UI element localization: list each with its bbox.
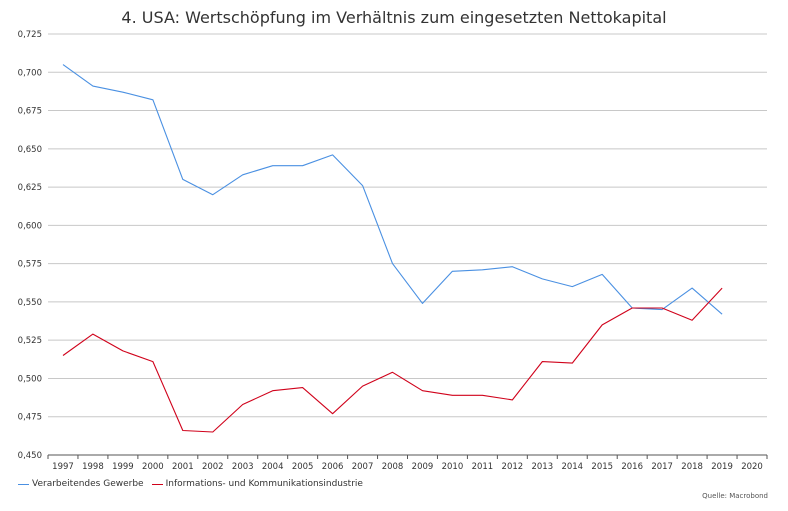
x-tick-label: 2013 — [531, 462, 553, 472]
y-tick-label: 0,600 — [18, 221, 42, 231]
legend-label-ict: Informations- und Kommunikationsindustri… — [165, 479, 363, 489]
y-tick-label: 0,450 — [18, 451, 42, 461]
legend: Verarbeitendes Gewerbe Informations- und… — [18, 479, 363, 489]
source-note: Quelle: Macrobond — [702, 492, 768, 500]
x-tick-label: 2019 — [711, 462, 733, 472]
x-tick-label: 2011 — [472, 462, 494, 472]
x-tick-label: 2007 — [352, 462, 374, 472]
gridlines — [48, 33, 767, 418]
legend-item-manufacturing: Verarbeitendes Gewerbe — [18, 479, 144, 489]
y-tick-label: 0,625 — [18, 183, 42, 193]
x-tick-label: 2010 — [442, 462, 464, 472]
y-tick-label: 0,575 — [18, 260, 42, 270]
y-tick-labels: 0,450 0,475 0,500 0,525 0,550 0,575 0,600 0,625… — [18, 30, 42, 461]
x-tick-label: 2017 — [651, 462, 673, 472]
x-tick-label: 2000 — [142, 462, 164, 472]
series-line-1 — [62, 287, 723, 433]
x-tick-label: 1998 — [82, 462, 104, 472]
x-tick-label: 2015 — [591, 462, 613, 472]
y-tick-label: 0,675 — [18, 107, 42, 117]
chart-title: 4. USA: Wertschöpfung im Verhältnis zum … — [121, 8, 667, 27]
legend-swatch-ict — [151, 483, 163, 485]
y-tick-label: 0,700 — [18, 68, 42, 78]
axes — [47, 454, 768, 459]
legend-swatch-manufacturing — [18, 483, 29, 485]
series-line-0 — [62, 64, 723, 315]
x-tick-label: 2002 — [202, 462, 224, 472]
x-tick-label: 2001 — [172, 462, 194, 472]
x-tick-label: 1999 — [112, 462, 134, 472]
x-tick-label: 2008 — [382, 462, 404, 472]
series-lines — [62, 63, 723, 433]
legend-item-ict: Informations- und Kommunikationsindustri… — [151, 479, 363, 489]
x-tick-label: 2005 — [292, 462, 314, 472]
x-tick-label: 2012 — [502, 462, 524, 472]
x-tick-label: 2020 — [741, 462, 763, 472]
x-tick-label: 1997 — [52, 462, 74, 472]
x-tick-label: 2014 — [561, 462, 583, 472]
y-tick-label: 0,550 — [18, 298, 42, 308]
y-tick-label: 0,725 — [18, 30, 42, 40]
y-tick-label: 0,475 — [18, 413, 42, 423]
series-points-0 — [62, 63, 723, 315]
y-tick-label: 0,500 — [18, 374, 42, 384]
x-tick-label: 2006 — [322, 462, 344, 472]
x-tick-label: 2004 — [262, 462, 284, 472]
x-tick-label: 2009 — [412, 462, 434, 472]
y-tick-label: 0,650 — [18, 145, 42, 155]
x-tick-label: 2003 — [232, 462, 254, 472]
x-tick-labels: 1997 1998 1999 2000 2001 2002 2003 2004 2005 2006… — [52, 462, 763, 472]
series-points-1 — [62, 287, 723, 433]
y-tick-label: 0,525 — [18, 336, 42, 346]
legend-label-manufacturing: Verarbeitendes Gewerbe — [32, 479, 144, 489]
x-tick-label: 2016 — [621, 462, 643, 472]
x-tick-label: 2018 — [681, 462, 703, 472]
